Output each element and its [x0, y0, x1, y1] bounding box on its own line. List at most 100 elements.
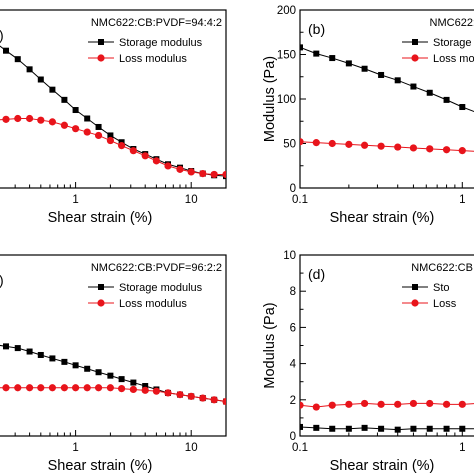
x-tick-label: 0.1 — [292, 442, 308, 454]
data-point — [61, 96, 68, 103]
x-tick-label: 10 — [185, 194, 198, 206]
data-point — [3, 343, 10, 350]
data-point — [222, 170, 226, 179]
data-point — [26, 66, 33, 73]
legend-entry: Sto — [433, 282, 450, 294]
data-point — [300, 44, 303, 51]
data-point — [48, 384, 57, 392]
x-axis-label: Shear strain (%) — [330, 210, 435, 226]
data-point — [142, 383, 149, 390]
legend-entry: Storage modulus — [433, 37, 474, 49]
data-point — [313, 50, 320, 57]
data-point — [60, 121, 68, 129]
data-point — [107, 372, 114, 379]
x-tick-label: 1 — [459, 194, 465, 206]
data-point — [426, 425, 433, 432]
data-point — [328, 139, 336, 148]
data-point — [152, 387, 161, 395]
legend-entry: Loss modulus — [119, 53, 187, 65]
plot-frame — [0, 254, 227, 437]
data-point — [141, 386, 149, 394]
data-point — [106, 384, 114, 392]
data-point — [210, 170, 218, 179]
panel-label: (d) — [308, 266, 325, 282]
data-point — [141, 152, 149, 160]
data-point — [458, 147, 466, 155]
y-tick-label: 50 — [283, 139, 296, 151]
data-point — [61, 358, 68, 365]
y-tick-label: 8 — [290, 286, 296, 298]
panel-label-cropped: ) — [0, 27, 4, 43]
data-point — [426, 399, 434, 408]
data-point — [118, 142, 126, 150]
data-point — [25, 114, 34, 123]
data-point — [84, 365, 91, 372]
legend-entry: Storage modulus — [119, 282, 203, 294]
data-point — [329, 55, 336, 62]
data-point — [394, 426, 401, 433]
data-point — [394, 400, 402, 408]
plot-area — [0, 343, 226, 406]
data-point — [84, 115, 91, 122]
data-point — [300, 423, 303, 430]
y-axis-label: Modulus (Pa) — [262, 302, 278, 388]
data-point — [409, 144, 418, 152]
data-point — [187, 168, 195, 176]
data-point — [210, 396, 218, 404]
data-point — [49, 86, 56, 93]
data-point — [378, 71, 385, 78]
data-point — [345, 60, 352, 67]
data-point — [426, 89, 433, 96]
data-point — [2, 115, 10, 123]
data-point — [118, 376, 125, 383]
data-point — [199, 169, 207, 178]
data-point — [95, 369, 102, 376]
data-point — [14, 56, 21, 63]
data-point — [361, 424, 368, 431]
series-line — [0, 117, 226, 175]
data-point — [72, 125, 80, 133]
data-point — [49, 355, 56, 362]
data-point — [37, 351, 44, 358]
chart-panel-1: 1 10) Shear strain (%) NMC622:CB:PVDF=94:4:… — [0, 9, 227, 226]
data-point — [361, 65, 368, 72]
data-point — [300, 401, 304, 409]
data-point — [360, 141, 369, 149]
data-point — [152, 157, 161, 165]
data-point — [72, 384, 80, 392]
x-tick-label: 10 — [185, 442, 198, 454]
data-point — [83, 384, 91, 392]
y-tick-label: 0 — [290, 431, 296, 443]
data-point — [94, 131, 103, 140]
x-axis-label: Shear strain (%) — [48, 210, 153, 226]
data-point — [377, 142, 385, 150]
data-point — [72, 362, 79, 369]
y-tick-label: 4 — [290, 359, 297, 371]
panel-label: (b) — [308, 21, 325, 37]
data-point — [443, 96, 450, 103]
data-point — [26, 348, 33, 355]
composition-annotation: NMC622:CB:PVDF=94:4:2 — [91, 17, 222, 29]
y-tick-label: 10 — [283, 250, 296, 262]
data-point — [345, 400, 353, 408]
data-point — [118, 384, 126, 393]
plot-frame — [0, 9, 227, 189]
data-point — [14, 345, 21, 352]
legend-marker — [411, 54, 419, 62]
plot-area — [300, 44, 474, 155]
data-point — [176, 165, 184, 173]
data-point — [94, 384, 103, 392]
data-point — [95, 123, 102, 130]
legend-marker — [97, 54, 105, 62]
data-point — [394, 77, 401, 84]
data-point — [187, 392, 195, 400]
data-point — [345, 140, 353, 148]
data-point — [60, 384, 68, 392]
data-point — [25, 384, 34, 392]
legend-marker — [411, 299, 419, 307]
data-point — [222, 397, 226, 406]
data-point — [300, 138, 304, 146]
data-point — [312, 139, 320, 147]
